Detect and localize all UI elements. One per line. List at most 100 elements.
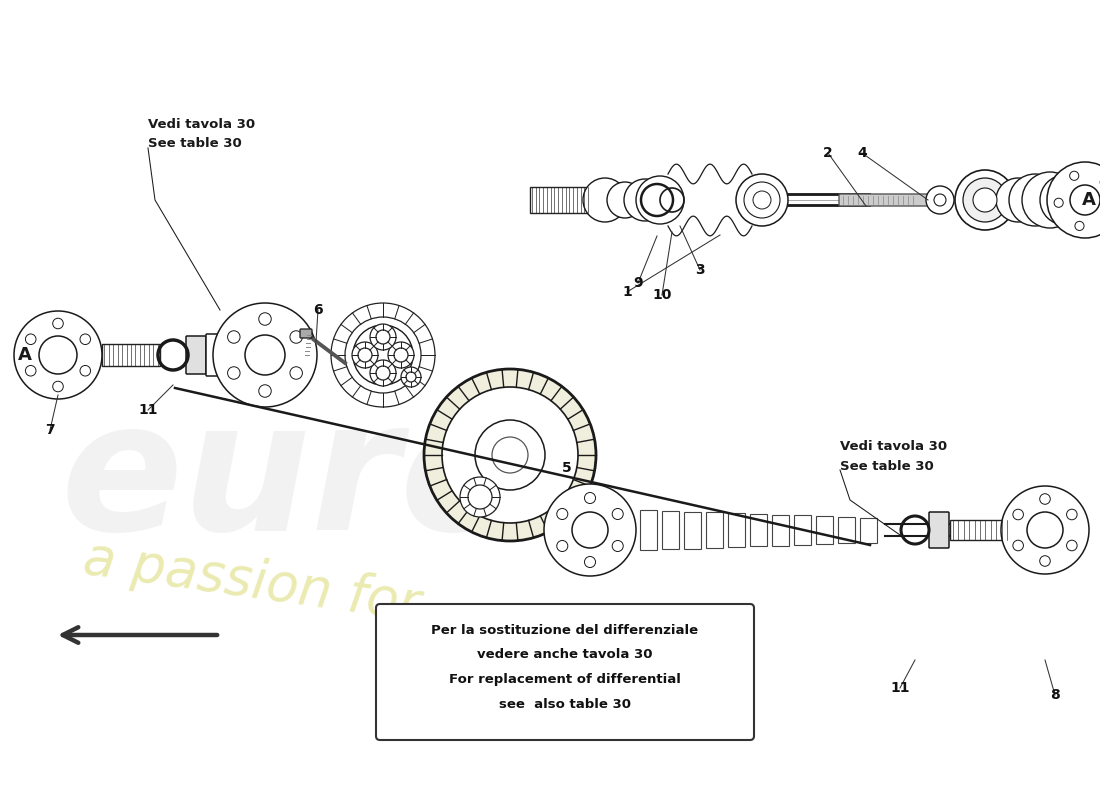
Text: 6: 6 <box>314 303 322 317</box>
Circle shape <box>736 174 788 226</box>
Text: For replacement of differential: For replacement of differential <box>449 674 681 686</box>
Circle shape <box>25 366 36 376</box>
Circle shape <box>80 334 90 345</box>
Circle shape <box>1027 512 1063 548</box>
Circle shape <box>754 191 771 209</box>
Circle shape <box>584 493 595 503</box>
FancyBboxPatch shape <box>530 187 590 213</box>
Text: euro: euro <box>60 392 524 568</box>
Circle shape <box>955 170 1015 230</box>
Circle shape <box>557 509 568 519</box>
FancyBboxPatch shape <box>684 511 701 549</box>
Circle shape <box>394 348 408 362</box>
Circle shape <box>1040 175 1090 225</box>
Circle shape <box>996 178 1040 222</box>
Circle shape <box>53 382 64 392</box>
FancyBboxPatch shape <box>662 510 679 550</box>
Circle shape <box>926 186 954 214</box>
FancyBboxPatch shape <box>860 518 877 542</box>
Circle shape <box>1001 486 1089 574</box>
Text: A: A <box>18 346 32 364</box>
FancyBboxPatch shape <box>950 520 1010 540</box>
FancyBboxPatch shape <box>102 344 160 366</box>
Circle shape <box>53 318 64 329</box>
Circle shape <box>370 324 396 350</box>
Circle shape <box>607 182 644 218</box>
Circle shape <box>388 342 414 368</box>
Text: a passion for: a passion for <box>80 532 424 631</box>
FancyBboxPatch shape <box>186 336 206 374</box>
Circle shape <box>475 420 544 490</box>
Text: since 19: since 19 <box>530 623 708 689</box>
Text: Vedi tavola 30: Vedi tavola 30 <box>148 118 255 131</box>
Circle shape <box>406 372 416 382</box>
Circle shape <box>353 325 412 385</box>
Text: vedere anche tavola 30: vedere anche tavola 30 <box>477 649 652 662</box>
Circle shape <box>962 178 1006 222</box>
Circle shape <box>290 366 303 379</box>
FancyBboxPatch shape <box>300 329 312 338</box>
Circle shape <box>345 317 421 393</box>
Circle shape <box>1070 185 1100 215</box>
Text: see  also table 30: see also table 30 <box>499 698 631 711</box>
Circle shape <box>376 366 390 380</box>
Circle shape <box>245 335 285 375</box>
Circle shape <box>460 477 500 517</box>
Circle shape <box>442 387 578 523</box>
Circle shape <box>228 330 240 343</box>
Circle shape <box>492 437 528 473</box>
FancyBboxPatch shape <box>750 514 767 546</box>
Circle shape <box>258 385 272 398</box>
Text: 2: 2 <box>823 146 833 160</box>
FancyBboxPatch shape <box>206 334 223 376</box>
FancyBboxPatch shape <box>838 517 855 543</box>
Circle shape <box>624 179 666 221</box>
Circle shape <box>402 367 421 387</box>
Circle shape <box>1075 222 1085 230</box>
Text: See table 30: See table 30 <box>840 460 934 473</box>
Circle shape <box>584 557 595 567</box>
Text: Vedi tavola 30: Vedi tavola 30 <box>840 440 947 453</box>
FancyBboxPatch shape <box>816 516 833 544</box>
Text: 11: 11 <box>890 681 910 695</box>
Text: 9: 9 <box>634 276 642 290</box>
Circle shape <box>613 509 624 519</box>
Circle shape <box>583 178 627 222</box>
Circle shape <box>1040 556 1050 566</box>
Circle shape <box>352 342 378 368</box>
Circle shape <box>744 182 780 218</box>
Circle shape <box>572 512 608 548</box>
Circle shape <box>636 176 684 224</box>
Circle shape <box>544 484 636 576</box>
Text: 8: 8 <box>1050 688 1060 702</box>
Text: See table 30: See table 30 <box>148 137 242 150</box>
Circle shape <box>1069 171 1079 180</box>
Circle shape <box>468 485 492 509</box>
Circle shape <box>358 348 372 362</box>
Circle shape <box>613 541 624 551</box>
Circle shape <box>1067 540 1077 550</box>
Text: 1: 1 <box>623 285 631 299</box>
Circle shape <box>1054 198 1064 207</box>
Circle shape <box>974 188 997 212</box>
Circle shape <box>934 194 946 206</box>
FancyBboxPatch shape <box>794 515 811 545</box>
FancyBboxPatch shape <box>640 510 657 550</box>
Text: A: A <box>1082 191 1096 209</box>
Circle shape <box>80 366 90 376</box>
FancyBboxPatch shape <box>772 514 789 546</box>
Text: 3: 3 <box>695 263 705 277</box>
Text: Per la sostituzione del differenziale: Per la sostituzione del differenziale <box>431 623 698 637</box>
Circle shape <box>1009 174 1062 226</box>
Circle shape <box>1067 510 1077 520</box>
FancyBboxPatch shape <box>706 512 723 548</box>
FancyBboxPatch shape <box>728 513 745 547</box>
Circle shape <box>376 330 390 344</box>
Text: 4: 4 <box>857 146 867 160</box>
Text: 10: 10 <box>652 288 672 302</box>
Text: 5: 5 <box>562 461 572 475</box>
FancyBboxPatch shape <box>930 512 949 548</box>
Circle shape <box>14 311 102 399</box>
Circle shape <box>331 303 434 407</box>
FancyBboxPatch shape <box>839 194 931 206</box>
